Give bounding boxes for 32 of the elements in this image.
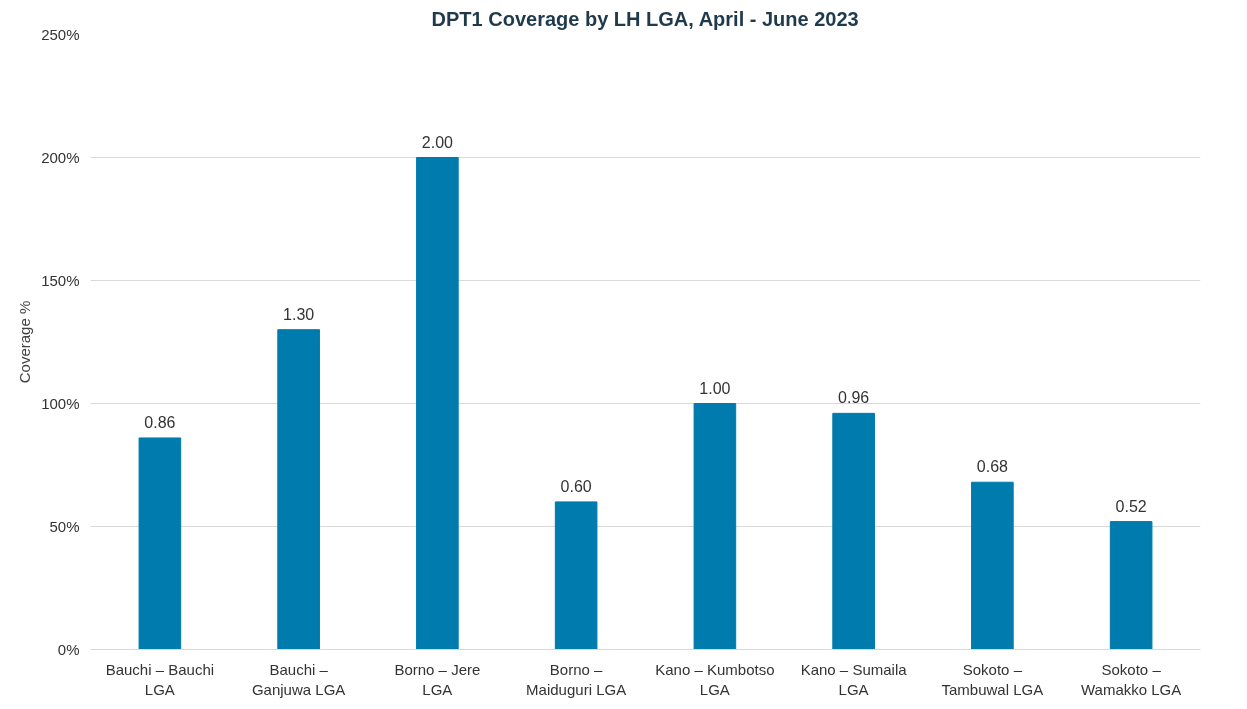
data-label: 1.30 — [283, 305, 315, 323]
y-tick-label: 200% — [41, 149, 80, 166]
bar — [1109, 521, 1153, 650]
y-tick-label: 100% — [41, 395, 80, 412]
bar — [971, 481, 1014, 650]
x-tick-label: Kano – Kumbotso LGA — [655, 660, 775, 698]
data-label: 0.68 — [976, 458, 1009, 476]
data-label: 0.86 — [144, 413, 176, 431]
data-label: 1.00 — [699, 379, 731, 397]
data-label: 0.52 — [1115, 497, 1147, 515]
data-label: 2.00 — [421, 133, 454, 151]
y-tick-label: 0% — [57, 641, 80, 658]
bar — [138, 437, 182, 650]
chart-title: DPT1 Coverage by LH LGA, April - June 2023 — [431, 7, 859, 30]
x-tick-label: Borno – Jere LGA — [394, 660, 481, 698]
y-tick-label: 150% — [41, 272, 80, 289]
bar — [416, 157, 459, 650]
bar — [554, 501, 598, 650]
bar — [693, 403, 737, 650]
y-tick-label: 250% — [41, 26, 80, 43]
x-tick-label: Borno – Maiduguri LGA — [526, 660, 627, 698]
y-axis-title: Coverage % — [16, 300, 34, 384]
x-tick-label: Kano – Sumaila LGA — [800, 660, 908, 698]
data-label: 0.60 — [560, 477, 592, 495]
data-label: 0.96 — [838, 389, 870, 407]
x-tick-label: Sokoto – Wamakko LGA — [1080, 660, 1182, 698]
x-tick-label: Bauchi – Ganjuwa LGA — [251, 660, 346, 698]
y-tick-label: 50% — [49, 518, 80, 535]
bar — [277, 329, 320, 650]
bar — [832, 412, 875, 650]
x-tick-label: Sokoto – Tambuwal LGA — [941, 660, 1044, 698]
x-tick-label: Bauchi – Bauchi LGA — [105, 660, 215, 698]
